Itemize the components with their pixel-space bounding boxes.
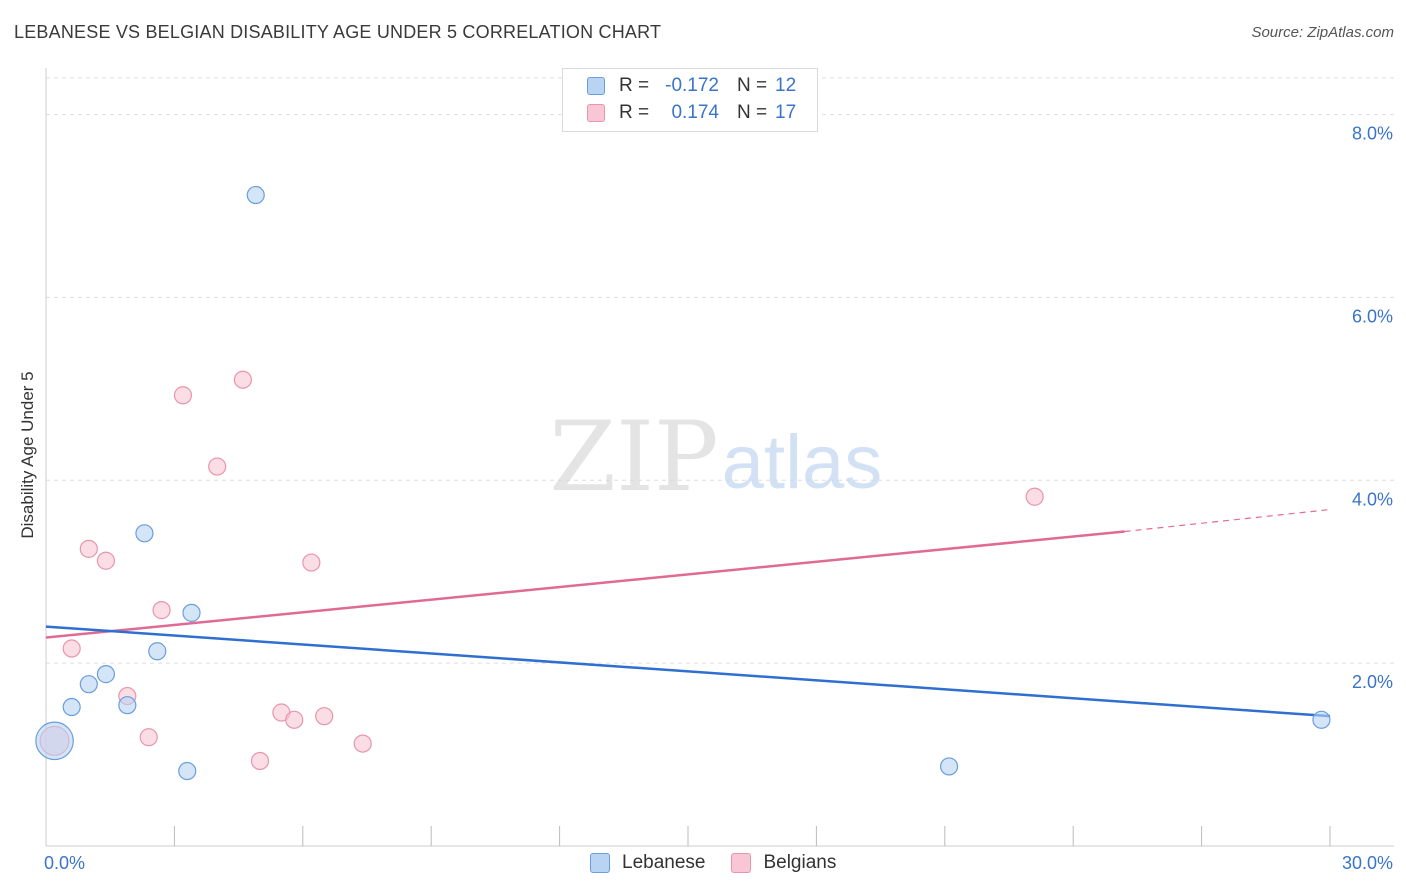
- legend-r-label: R =: [619, 102, 650, 123]
- lebanese-point: [35, 721, 74, 761]
- watermark-atlas: atlas: [722, 420, 883, 505]
- lebanese-point: [246, 185, 265, 205]
- tick-labels: 2.0% 4.0% 6.0% 8.0% 0.0% 30.0%: [44, 124, 1393, 873]
- belgians-point: [152, 601, 171, 620]
- belgians-point: [233, 370, 252, 389]
- gridlines: [46, 77, 1394, 664]
- legend-label-belgians: Belgians: [763, 852, 837, 873]
- legend-label-lebanese: Lebanese: [622, 852, 706, 873]
- lebanese-point: [939, 757, 959, 776]
- belgians-point: [353, 734, 372, 753]
- belgians-point: [96, 551, 116, 570]
- belgians-point: [250, 751, 270, 771]
- legend-n-label: N =: [737, 75, 768, 96]
- legend-row-lebanese: R = -0.172 N = 12: [587, 74, 796, 98]
- series-legend: Lebanese Belgians: [590, 852, 862, 874]
- belgians-point: [285, 710, 304, 729]
- belgians-point: [79, 539, 98, 558]
- belgians-point: [315, 707, 334, 726]
- y-tick-label: 2.0%: [1352, 672, 1393, 692]
- lebanese-point: [182, 603, 201, 622]
- y-axis-label: Disability Age Under 5: [18, 371, 37, 539]
- belgians-trend-line: [45, 530, 1125, 639]
- belgians-point: [173, 386, 193, 405]
- legend-r-value: -0.172: [665, 75, 719, 96]
- lebanese-point: [135, 524, 154, 543]
- belgians-trend-extension: [1124, 508, 1331, 533]
- belgians-point: [1025, 487, 1044, 506]
- lebanese-point: [1312, 710, 1331, 729]
- lebanese-point: [62, 697, 81, 717]
- y-tick-label: 4.0%: [1352, 489, 1393, 509]
- data-points: [35, 185, 1331, 781]
- lebanese-trend-line: [45, 625, 1331, 718]
- x-tick-label: 0.0%: [44, 853, 85, 873]
- legend-swatch-belgians: [731, 853, 752, 873]
- belgians-point: [62, 639, 81, 658]
- belgians-point: [139, 728, 158, 747]
- chart-title: LEBANESE VS BELGIAN DISABILITY AGE UNDER…: [14, 22, 662, 42]
- lebanese-point: [96, 665, 116, 684]
- x-tick-label: 30.0%: [1342, 853, 1393, 873]
- legend-n-value: 12: [775, 75, 797, 96]
- legend-r-value: 0.174: [671, 102, 719, 123]
- legend-swatch-lebanese: [590, 853, 610, 873]
- source-label: Source: ZipAtlas.com: [1251, 24, 1394, 41]
- legend-item-belgians: Belgians: [731, 852, 836, 874]
- stats-legend: R = -0.172 N = 12 R = 0.174 N = 17: [562, 68, 818, 132]
- legend-swatch-belgians: [587, 104, 605, 122]
- lebanese-point: [79, 675, 98, 694]
- legend-row-belgians: R = 0.174 N = 17: [587, 101, 796, 125]
- legend-r-label: R =: [619, 75, 650, 96]
- y-tick-label: 6.0%: [1352, 306, 1393, 326]
- belgians-point: [208, 457, 227, 476]
- legend-swatch-lebanese: [587, 77, 605, 95]
- trend-lines: [45, 508, 1331, 718]
- lebanese-point: [148, 642, 167, 661]
- lebanese-point: [118, 696, 137, 715]
- axes: [45, 68, 1394, 847]
- legend-n-label: N =: [737, 102, 768, 123]
- y-tick-label: 8.0%: [1352, 124, 1393, 144]
- lebanese-point: [178, 761, 197, 781]
- legend-item-lebanese: Lebanese: [590, 852, 705, 874]
- belgians-point: [302, 553, 321, 572]
- watermark-zip: ZIP: [549, 401, 718, 513]
- legend-n-value: 17: [775, 102, 797, 123]
